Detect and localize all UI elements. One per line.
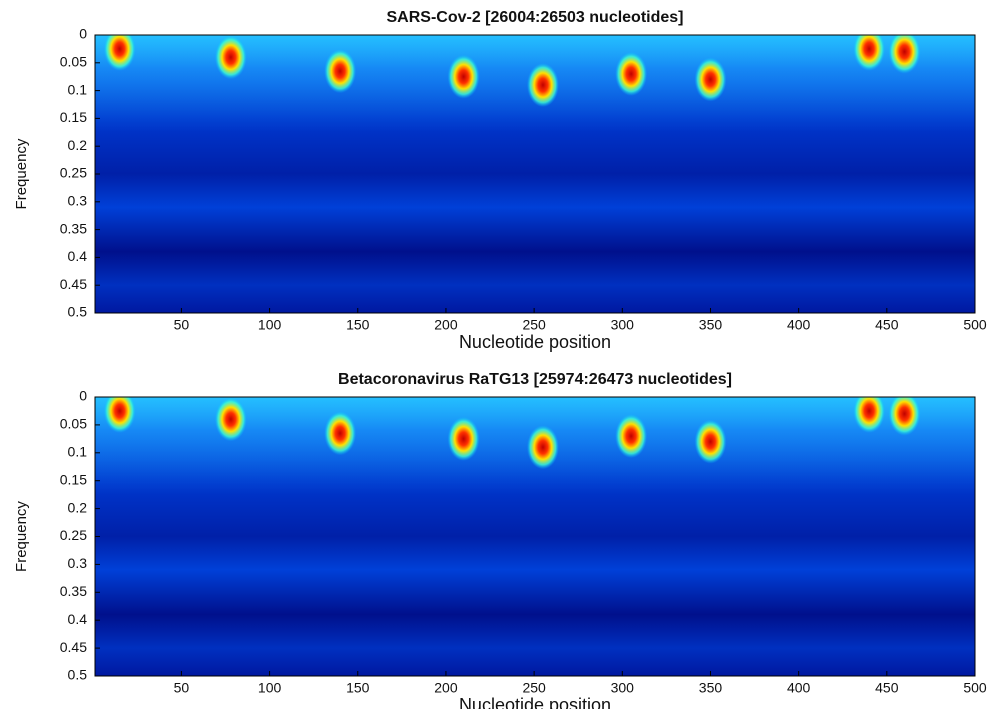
peak: [694, 419, 727, 464]
x-tick-label: 200: [434, 317, 458, 333]
peak: [526, 63, 559, 108]
peak: [447, 54, 480, 99]
y-tick-label: 0: [79, 26, 87, 42]
peak: [324, 49, 357, 94]
x-tick-label: 250: [522, 317, 546, 333]
x-tick-label: 450: [875, 317, 899, 333]
x-tick-label: 50: [174, 317, 190, 333]
x-axis-label: Nucleotide position: [459, 332, 611, 352]
y-tick-label: 0.05: [60, 416, 87, 432]
y-tick-label: 0.25: [60, 165, 87, 181]
x-tick-label: 250: [522, 680, 546, 696]
x-tick-label: 150: [346, 680, 370, 696]
peak: [888, 35, 921, 74]
y-tick-label: 0.05: [60, 54, 87, 70]
x-tick-label: 400: [787, 680, 811, 696]
peak: [103, 35, 136, 71]
y-tick-label: 0.1: [68, 444, 88, 460]
y-tick-label: 0.1: [68, 81, 88, 97]
peak: [615, 414, 648, 459]
y-tick-label: 0.35: [60, 220, 87, 236]
peak: [447, 416, 480, 461]
x-tick-label: 300: [611, 680, 635, 696]
x-tick-label: 300: [611, 317, 635, 333]
y-tick-label: 0.2: [68, 499, 88, 515]
x-tick-label: 500: [963, 680, 987, 696]
peak: [214, 397, 247, 442]
x-tick-label: 150: [346, 317, 370, 333]
x-tick-label: 400: [787, 317, 811, 333]
y-tick-label: 0.4: [68, 248, 88, 264]
y-tick-label: 0.45: [60, 276, 87, 292]
plot-area: [95, 35, 975, 313]
y-tick-label: 0.3: [68, 193, 88, 209]
peak: [694, 57, 727, 102]
x-tick-label: 200: [434, 680, 458, 696]
y-tick-label: 0.15: [60, 471, 87, 487]
x-tick-label: 100: [258, 317, 282, 333]
peak: [214, 35, 247, 80]
y-tick-label: 0.4: [68, 611, 88, 627]
y-tick-label: 0.15: [60, 109, 87, 125]
peak: [103, 397, 136, 433]
peak: [615, 51, 648, 96]
y-tick-label: 0.5: [68, 667, 88, 683]
y-tick-label: 0: [79, 388, 87, 404]
x-tick-label: 100: [258, 680, 282, 696]
x-tick-label: 500: [963, 317, 987, 333]
plot-area: [95, 397, 975, 676]
y-axis-label: Frequency: [13, 501, 30, 572]
peak: [888, 397, 921, 436]
chart-title: SARS-Cov-2 [26004:26503 nucleotides]: [387, 9, 684, 26]
y-tick-label: 0.5: [68, 304, 88, 320]
x-tick-label: 350: [699, 317, 723, 333]
chart-title: Betacoronavirus RaTG13 [25974:26473 nucl…: [338, 371, 732, 388]
x-tick-label: 350: [699, 680, 723, 696]
x-tick-label: 450: [875, 680, 899, 696]
y-tick-label: 0.2: [68, 137, 88, 153]
peak: [324, 411, 357, 456]
x-axis-label: Nucleotide position: [459, 695, 611, 709]
peak: [853, 35, 886, 71]
y-tick-label: 0.3: [68, 555, 88, 571]
x-tick-label: 50: [174, 680, 190, 696]
y-tick-label: 0.35: [60, 583, 87, 599]
y-tick-label: 0.45: [60, 639, 87, 655]
y-tick-label: 0.25: [60, 527, 87, 543]
peak: [853, 397, 886, 433]
peak: [526, 425, 559, 470]
y-axis-label: Frequency: [13, 138, 30, 209]
